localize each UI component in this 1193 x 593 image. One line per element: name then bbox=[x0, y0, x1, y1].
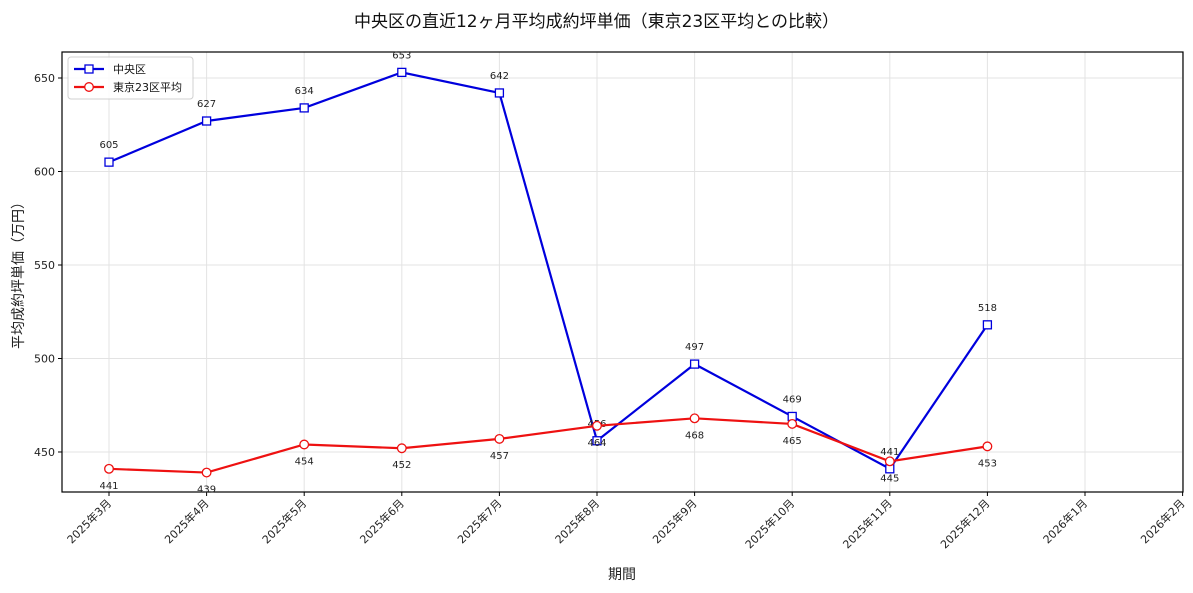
x-axis: 2025年3月 2025年4月 2025年5月 2025年6月 2025年7月 2025年… bbox=[64, 492, 1188, 551]
data-point-circle bbox=[201, 467, 212, 478]
y-axis: 450 500 550 600 650 bbox=[34, 72, 62, 459]
data-label: 468 bbox=[685, 430, 704, 441]
x-tick-label: 2026年2月 bbox=[1138, 496, 1188, 546]
x-tick-label: 2025年11月 bbox=[840, 496, 895, 551]
x-tick-label: 2025年3月 bbox=[64, 496, 114, 546]
data-point-square bbox=[397, 67, 407, 78]
data-point-circle bbox=[689, 413, 700, 424]
data-point-circle bbox=[592, 420, 602, 431]
y-tick-label: 600 bbox=[34, 165, 55, 178]
series-tokyo23-avg: 441 439 454 452 457 464 468 465 445 453 bbox=[99, 413, 997, 496]
data-point-square bbox=[201, 116, 212, 126]
data-label: 642 bbox=[490, 71, 509, 82]
data-label: 457 bbox=[490, 451, 509, 462]
data-label: 464 bbox=[587, 438, 606, 449]
legend-label: 中央区 bbox=[113, 63, 146, 76]
chart-title: 中央区の直近12ヶ月平均成約坪単価（東京23区平均との比較） bbox=[353, 12, 840, 32]
data-label: 441 bbox=[99, 481, 118, 492]
data-point-square bbox=[104, 157, 114, 167]
x-tick-label: 2025年7月 bbox=[454, 496, 504, 546]
x-tick-label: 2025年12月 bbox=[937, 496, 992, 551]
data-point-square bbox=[494, 88, 505, 98]
y-tick-label: 500 bbox=[34, 352, 55, 365]
data-point-circle bbox=[884, 456, 895, 467]
legend-circle-icon bbox=[84, 82, 94, 92]
data-point-square bbox=[689, 359, 700, 369]
legend-square-icon bbox=[84, 64, 94, 74]
data-label: 627 bbox=[197, 99, 216, 110]
data-label: 439 bbox=[197, 485, 216, 496]
data-label: 469 bbox=[783, 394, 802, 405]
data-point-circle bbox=[982, 441, 993, 452]
data-label: 653 bbox=[392, 50, 411, 61]
data-label: 453 bbox=[978, 458, 997, 469]
data-point-square bbox=[299, 103, 309, 113]
y-tick-label: 550 bbox=[34, 259, 55, 272]
data-point-circle bbox=[104, 463, 114, 474]
legend-label: 東京23区平均 bbox=[113, 80, 182, 94]
data-point-circle bbox=[787, 418, 798, 429]
data-label: 452 bbox=[392, 460, 411, 471]
x-tick-label: 2025年4月 bbox=[162, 496, 212, 546]
series-chuo: 605627634653642456497469441518 bbox=[99, 50, 997, 474]
data-label: 465 bbox=[783, 436, 802, 447]
data-label: 497 bbox=[685, 342, 704, 353]
x-tick-label: 2025年10月 bbox=[742, 496, 797, 551]
data-point-square bbox=[982, 320, 993, 330]
data-label: 445 bbox=[880, 473, 899, 484]
y-tick-label: 650 bbox=[34, 72, 55, 85]
data-label: 634 bbox=[295, 86, 314, 97]
x-tick-label: 2026年1月 bbox=[1040, 496, 1090, 546]
data-point-circle bbox=[396, 443, 407, 454]
data-label: 605 bbox=[99, 140, 118, 151]
x-axis-label: 期間 bbox=[608, 567, 636, 583]
y-tick-label: 450 bbox=[34, 446, 55, 459]
data-label: 518 bbox=[978, 303, 997, 314]
x-tick-label: 2025年6月 bbox=[357, 496, 407, 546]
x-tick-label: 2025年9月 bbox=[650, 496, 700, 546]
data-point-circle bbox=[299, 439, 310, 450]
x-tick-label: 2025年5月 bbox=[259, 496, 309, 546]
data-label: 441 bbox=[880, 447, 899, 458]
data-point-square bbox=[592, 436, 602, 446]
plot-frame bbox=[61, 51, 1184, 493]
x-tick-label: 2025年8月 bbox=[552, 496, 602, 546]
data-label: 454 bbox=[295, 457, 314, 468]
data-point-circle bbox=[494, 433, 505, 444]
